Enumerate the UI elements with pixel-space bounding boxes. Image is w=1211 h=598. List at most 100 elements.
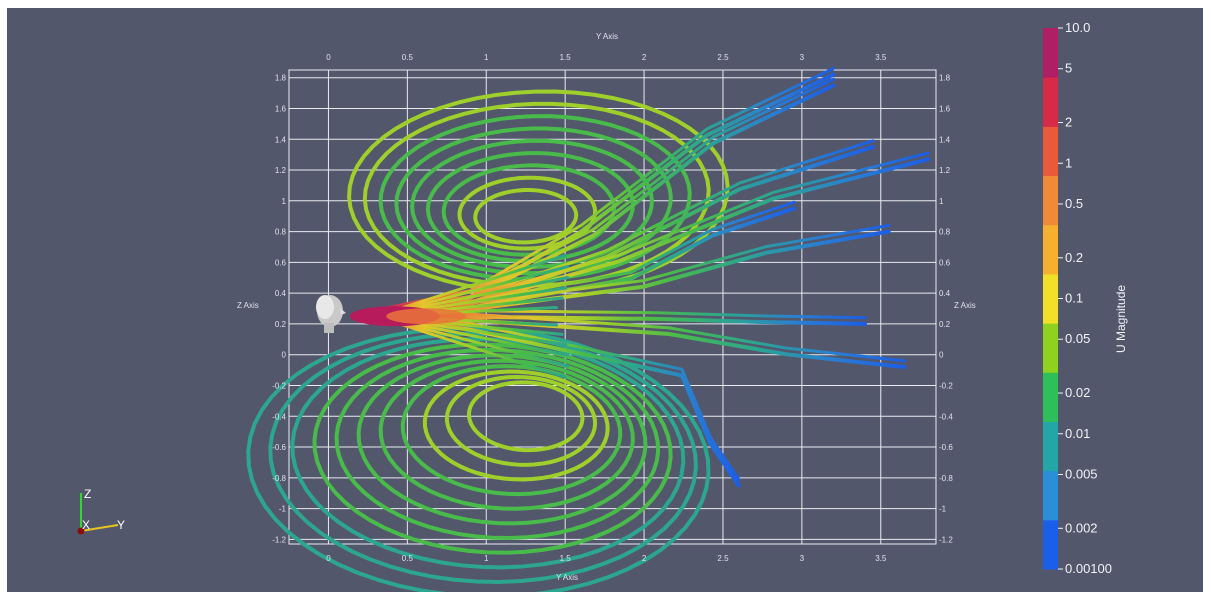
lower-vortex-line	[422, 369, 610, 482]
y-tick-label-right: 0.2	[939, 320, 951, 329]
x-tick-label-bottom: 2	[642, 554, 647, 563]
x-tick-label-bottom: 2.5	[717, 554, 729, 563]
axis-ticks: 0 0 0.5 0.5 1 1 1.5 1.5 2 2 2.5 2.5 3 3 3.5 3.5 1.8 1.8 1.…	[272, 53, 953, 563]
lower-vortex-line	[312, 342, 673, 555]
colorbar-segment	[1043, 126, 1058, 177]
lower-vortex-line	[466, 380, 585, 453]
y-tick-label-right: 0.4	[939, 289, 951, 298]
y-tick-label-left: -0.2	[272, 381, 286, 390]
y-tick-label-right: 0.8	[939, 228, 951, 237]
y-tick-label-left: -1.2	[272, 535, 286, 544]
x-tick-label-top: 1	[484, 53, 489, 62]
x-tick-label-bottom: 1	[484, 554, 489, 563]
colorbar-segment	[1043, 273, 1058, 324]
y-tick-label-left: 1.4	[275, 135, 287, 144]
x-tick-label-bottom: 3.5	[875, 554, 887, 563]
lower-vortex-line	[290, 337, 686, 570]
x-tick-label-bottom: 0.5	[402, 554, 414, 563]
upper-vortex-line	[473, 188, 579, 245]
y-tick-label-right: -0.2	[939, 381, 953, 390]
colorbar-segment	[1043, 224, 1058, 275]
colorbar-label: 0.02	[1065, 385, 1090, 400]
colorbar-label: 2	[1065, 115, 1072, 130]
fan-streamline	[374, 314, 567, 379]
colorbar-title: U Magnitude	[1114, 285, 1128, 353]
outflow-streamline	[374, 77, 835, 312]
colorbar-label: 0.002	[1065, 520, 1098, 535]
y-tick-label-right: -1.2	[939, 535, 953, 544]
x-tick-label-top: 3.5	[875, 53, 887, 62]
y-tick-label-right: 0	[939, 351, 944, 360]
y-tick-label-right: -0.6	[939, 443, 953, 452]
y-tick-label-left: 0.8	[275, 228, 287, 237]
jet-tail	[386, 308, 467, 325]
y-tick-label-left: 1.2	[275, 166, 287, 175]
y-tick-label-right: -1	[939, 505, 947, 514]
lower-vortex-line	[400, 364, 623, 497]
streamline-plot[interactable]: 0 0 0.5 0.5 1 1 1.5 1.5 2 2 2.5 2.5 3 3 3.5 3.5 1.8 1.8 1.…	[7, 8, 1203, 592]
x-tick-label-top: 2.5	[717, 53, 729, 62]
upper-vortex-line	[362, 101, 711, 288]
y-tick-label-right: 0.6	[939, 258, 951, 267]
orientation-axes: Z X Y	[77, 487, 125, 535]
left-axis-label: Z Axis	[237, 301, 259, 310]
x-tick-label-bottom: 1.5	[560, 554, 572, 563]
y-tick-label-right: 1.8	[939, 74, 951, 83]
lower-vortex-line	[334, 347, 661, 541]
y-tick-label-left: -0.4	[272, 412, 286, 421]
x-tick-label-top: 1.5	[560, 53, 572, 62]
triad-x-label: X	[82, 518, 90, 532]
y-tick-label-right: -0.8	[939, 474, 953, 483]
colorbar-label: 0.00100	[1065, 561, 1112, 576]
top-axis-label: Y Axis	[596, 32, 618, 41]
colorbar-label: 5	[1065, 61, 1072, 76]
colorbar-label: 0.005	[1065, 466, 1098, 481]
lower-vortex-line	[356, 353, 648, 526]
y-tick-label-left: 1	[282, 197, 287, 206]
y-tick-label-left: -0.6	[272, 443, 286, 452]
triad-z-label: Z	[84, 487, 91, 501]
colorbar-segment	[1043, 421, 1058, 472]
colorbar-label: 0.1	[1065, 291, 1083, 306]
colorbar-segment	[1043, 28, 1058, 78]
y-tick-label-right: 1.4	[939, 135, 951, 144]
y-tick-label-right: 1	[939, 197, 944, 206]
render-viewport[interactable]: 0 0 0.5 0.5 1 1 1.5 1.5 2 2 2.5 2.5 3 3 3.5 3.5 1.8 1.8 1.…	[7, 8, 1203, 592]
y-tick-label-left: 1.6	[275, 104, 287, 113]
colorbar-segment	[1043, 77, 1058, 127]
colorbar-label: 1	[1065, 155, 1072, 170]
x-tick-label-bottom: 0	[326, 554, 331, 563]
y-tick-label-left: 0.4	[275, 289, 287, 298]
colorbar-segment	[1043, 519, 1058, 570]
lower-vortex-line	[378, 358, 635, 511]
upper-vortex-line	[425, 151, 635, 263]
colorbar-label: 0.01	[1065, 426, 1090, 441]
colorbar-segment	[1043, 175, 1058, 226]
colorbar-segment	[1043, 470, 1058, 521]
colorbar-segment	[1043, 323, 1058, 373]
x-tick-label-top: 2	[642, 53, 647, 62]
triad-y-label: Y	[117, 518, 125, 532]
colorbar-label: 10.0	[1065, 20, 1090, 35]
x-tick-label-top: 3	[800, 53, 805, 62]
colorbar-segment	[1043, 372, 1058, 422]
streamlines	[246, 66, 931, 592]
upper-vortex-line	[410, 138, 654, 269]
colorbar-label: 0.05	[1065, 331, 1090, 346]
human-head-icon	[316, 295, 346, 333]
colorbar-label: 0.2	[1065, 250, 1083, 265]
upper-vortex-line	[378, 114, 692, 282]
y-tick-label-left: -1	[279, 505, 287, 514]
x-tick-label-top: 0	[326, 53, 331, 62]
y-tick-label-left: 0.6	[275, 258, 287, 267]
fan-streamline	[374, 253, 567, 318]
right-axis-label: Z Axis	[954, 301, 976, 310]
y-tick-label-left: 1.8	[275, 74, 287, 83]
lower-vortex-line	[444, 374, 598, 467]
y-tick-label-right: 1.2	[939, 166, 951, 175]
upper-vortex-line	[394, 126, 673, 276]
y-tick-label-left: -0.8	[272, 474, 286, 483]
colorbar-label: 0.5	[1065, 196, 1083, 211]
y-tick-label-right: 1.6	[939, 104, 951, 113]
y-tick-label-left: 0	[282, 351, 287, 360]
